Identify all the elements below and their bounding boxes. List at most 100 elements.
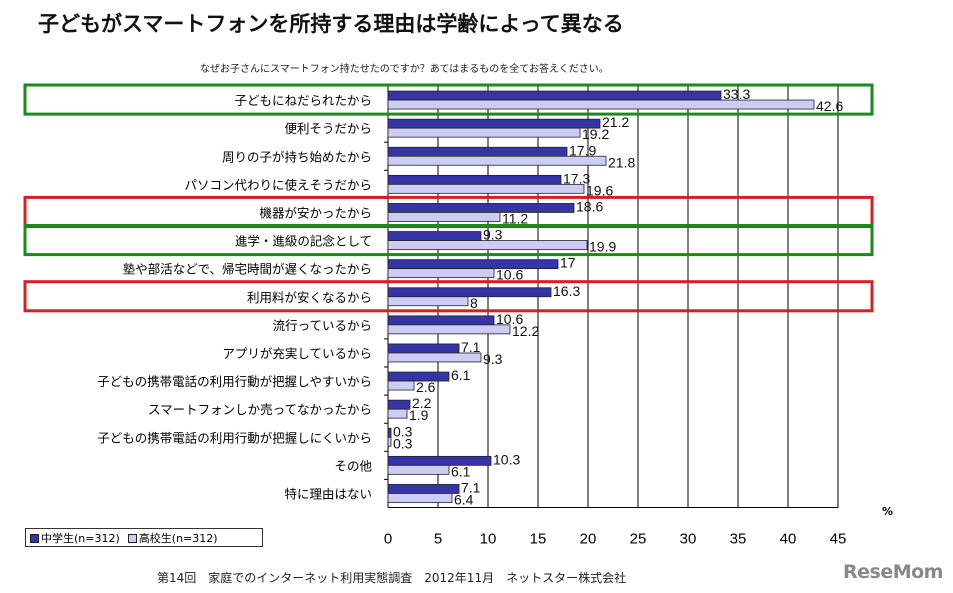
logo: ReseMom [843,561,943,583]
category-label: アプリが充実しているから [222,346,372,361]
bar-middle-school [387,343,460,354]
bar-high-school [387,155,607,166]
data-label: 42.6 [816,98,843,114]
category-label: 子どもにねだられたから [234,93,372,108]
category-label: 子どもの携帯電話の利用行動が把握しにくいから [97,430,372,445]
bar-middle-school [387,259,559,270]
data-label: 10.6 [496,267,523,283]
tick-label: 30 [680,531,697,548]
bar-high-school [387,212,501,222]
bar-middle-school [387,287,552,298]
bar-high-school [387,268,495,279]
data-label: 16.3 [553,283,580,299]
category-label: 塾や部活などで、帰宅時間が遅くなったから [123,262,372,277]
tick-label: 0 [384,531,392,548]
data-label: 6.4 [454,491,474,507]
legend-label: 高校生(n=312) [138,531,218,545]
tick-label: 40 [780,531,797,548]
category-label: パソコン代わりに使えそうだから [184,177,372,192]
data-label: 9.3 [483,227,503,243]
legend-label: 中学生(n=312) [41,531,120,545]
bar-middle-school [387,484,460,494]
category-label: 周りの子が持ち始めたから [222,149,372,164]
data-label: 17 [560,255,576,271]
data-label: 17.9 [569,142,596,158]
bar-high-school [387,296,469,307]
category-label: 子どもの携帯電話の利用行動が把握しやすいから [97,374,372,389]
bar-middle-school [387,90,722,101]
tick-label: 25 [630,531,647,548]
category-label: 特に理由はない [284,486,372,501]
bar-high-school [387,324,511,335]
bar-high-school [387,464,450,475]
tick-label: 5 [434,531,442,548]
bar-middle-school [387,315,495,326]
data-label: 9.3 [483,351,503,367]
data-label: 0.3 [393,435,413,451]
highlight-box [23,280,874,313]
bar-middle-school [387,203,575,213]
bar-high-school [387,240,588,250]
survey-question: なぜお子さんにスマートフォン持たせたのですか？あてはまるものを全てお答えください… [200,64,609,75]
legend-swatch [127,534,137,543]
legend: 中学生(n=312) 高校生(n=312) [25,528,263,547]
source-footer: 第14回 家庭でのインターネット利用実態調査 2012年11月 ネットスター株式… [157,571,627,585]
data-label: 10.6 [496,311,523,327]
legend-item-1: 高校生(n=312) [127,530,218,546]
bar-middle-school [387,399,411,410]
data-label: 2.2 [412,395,432,411]
bar-high-school [387,183,585,194]
bar-middle-school [387,174,562,185]
data-label: 10.3 [493,451,520,467]
page-title: 子どもがスマートフォンを所持する理由は学齢によって異なる [38,12,624,36]
tick-label: 15 [530,531,547,548]
category-label: 機器が安かったから [259,205,372,220]
tick-label: 10 [480,531,497,548]
data-label: 7.1 [461,339,481,355]
bar-high-school [387,408,408,419]
category-label: 利用料が安くなるから [247,290,372,305]
data-label: 33.3 [723,86,750,102]
tick-label: 20 [580,531,597,548]
data-label: 2.6 [416,379,436,395]
data-label: 17.3 [563,170,590,186]
data-label: 11.2 [502,210,528,226]
tick-label: 35 [730,531,747,548]
data-label: 8 [470,295,478,311]
category-label: その他 [334,458,372,473]
bar-high-school [387,99,815,110]
unit-label: % [882,505,894,518]
bar-middle-school [387,427,392,438]
legend-swatch [30,534,39,543]
bar-middle-school [387,371,450,382]
data-label: 19.2 [582,126,609,142]
category-label: 進学・進級の記念として [235,234,372,249]
data-label: 12.2 [512,323,539,339]
data-label: 21.2 [602,114,629,130]
bar-middle-school [387,146,568,157]
bar-middle-school [387,231,482,241]
bar-high-school [387,127,581,138]
data-label: 19.6 [586,182,613,198]
highlight-box [23,224,874,257]
data-label: 18.6 [576,198,603,214]
highlight-box [23,83,874,116]
data-label: 19.9 [589,239,616,255]
tick-label: 45 [830,531,847,548]
bar-high-school [387,352,482,363]
category-label: スマートフォンしか売ってなかったから [148,402,372,417]
data-label: 6.1 [451,367,471,383]
bar-middle-school [387,455,492,466]
category-label: 流行っているから [273,318,372,333]
data-label: 1.9 [409,407,429,423]
bar-high-school [387,493,453,503]
data-label: 21.8 [608,154,635,170]
legend-item-0: 中学生(n=312) [30,530,120,546]
data-label: 6.1 [451,463,471,479]
bar-high-school [387,436,392,447]
data-label: 7.1 [461,479,481,495]
category-label: 便利そうだから [284,121,372,136]
bar-middle-school [387,118,601,129]
data-label: 0.3 [393,423,413,439]
